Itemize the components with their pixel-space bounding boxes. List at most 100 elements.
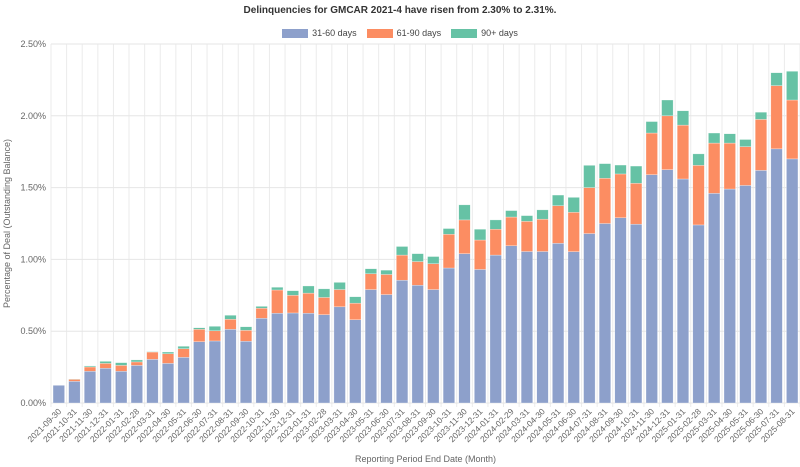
bar-segment-90-days <box>364 268 377 275</box>
legend-swatch <box>451 28 478 38</box>
bar-segment-31-60-days <box>583 233 596 404</box>
bar-segment-90-days <box>115 362 128 366</box>
bar-segment-31-60-days <box>193 341 206 404</box>
y-axis-label: Percentage of Deal (Outstanding Balance) <box>2 139 12 308</box>
bar-segment-61-90-days <box>489 228 502 256</box>
bar-segment-90-days <box>583 165 596 188</box>
bar-segment-90-days <box>505 210 518 218</box>
bar-segment-90-days <box>177 346 190 349</box>
bar-segment-31-60-days <box>505 245 518 404</box>
x-axis-label: Reporting Period End Date (Month) <box>355 454 496 464</box>
bar-segment-61-90-days <box>770 85 783 150</box>
bar-segment-61-90-days <box>723 142 736 190</box>
bar-segment-31-60-days <box>255 318 268 404</box>
bar-segment-31-60-days <box>489 254 502 404</box>
bar-segment-90-days <box>661 99 674 117</box>
bar-segment-61-90-days <box>754 119 768 171</box>
bar-segment-31-60-days <box>380 294 393 404</box>
bar-segment-31-60-days <box>552 243 565 404</box>
y-tick-label: 2.50% <box>20 39 46 49</box>
bar-segment-90-days <box>536 209 549 220</box>
bar-segment-90-days <box>708 132 721 144</box>
bar-segment-61-90-days <box>567 212 580 252</box>
bar-segment-31-60-days <box>286 312 299 404</box>
bar-segment-90-days <box>411 253 424 262</box>
bar-segment-61-90-days <box>598 178 611 224</box>
bar-segment-90-days <box>552 194 565 206</box>
bar-segment-31-60-days <box>349 319 362 404</box>
bar-segment-90-days <box>458 204 471 221</box>
bar-segment-61-90-days <box>130 361 143 366</box>
bar-segment-31-60-days <box>676 178 689 404</box>
bar-segment-90-days <box>427 256 440 264</box>
bar-segment-90-days <box>520 215 533 222</box>
chart-title: Delinquencies for GMCAR 2021-4 have rise… <box>243 5 557 16</box>
bar-segment-90-days <box>754 111 768 120</box>
bar-segment-31-60-days <box>224 329 237 404</box>
bar-segment-31-60-days <box>333 306 346 404</box>
bar-segment-61-90-days <box>630 183 643 225</box>
bar-segment-61-90-days <box>708 142 721 194</box>
bar-segment-61-90-days <box>520 221 533 252</box>
bar-segment-31-60-days <box>614 217 627 404</box>
bar-segment-90-days <box>302 285 315 294</box>
bar-segment-61-90-days <box>739 146 752 186</box>
bar-segment-61-90-days <box>661 115 674 170</box>
bar-segment-31-60-days <box>68 381 81 404</box>
bar-segment-90-days <box>193 327 206 330</box>
bar-segment-61-90-days <box>286 295 299 314</box>
bar-segment-31-60-days <box>83 371 97 404</box>
bar-segment-61-90-days <box>162 353 175 364</box>
bar-segment-61-90-days <box>786 99 799 160</box>
bar-segment-31-60-days <box>739 185 752 404</box>
bar-segment-61-90-days <box>349 302 362 320</box>
bar-segment-90-days <box>208 326 221 332</box>
bar-segment-61-90-days <box>318 297 331 315</box>
bar-segment-61-90-days <box>115 365 128 372</box>
bar-segment-31-60-days <box>474 269 487 404</box>
bar-segment-61-90-days <box>411 261 424 286</box>
bar-segment-31-60-days <box>645 174 658 404</box>
bar-segment-90-days <box>83 365 97 368</box>
legend-swatch <box>282 28 309 38</box>
bar-segment-90-days <box>224 315 237 320</box>
bar-segment-90-days <box>474 228 487 241</box>
bar-segment-31-60-days <box>536 251 549 404</box>
bar-segment-90-days <box>349 296 362 304</box>
bar-segment-31-60-days <box>146 359 159 404</box>
legend-swatch <box>366 28 393 38</box>
bar-segment-31-60-days <box>411 284 424 404</box>
bar-segment-90-days <box>489 219 502 230</box>
bar-segment-31-60-days <box>630 223 643 404</box>
bar-segment-90-days <box>786 71 799 101</box>
bar-segment-31-60-days <box>723 188 736 404</box>
bar-segment-90-days <box>162 351 175 354</box>
legend-label: 61-90 days <box>396 28 442 38</box>
legend-item-61-90[interactable]: 61-90 days <box>366 28 442 38</box>
bar-segment-31-60-days <box>661 169 674 404</box>
bar-segment-90-days <box>739 139 752 147</box>
bar-segment-61-90-days <box>474 239 487 270</box>
bar-segment-31-60-days <box>177 357 190 404</box>
bar-segment-61-90-days <box>458 219 471 254</box>
bar-segment-90-days <box>645 121 658 134</box>
bar-segment-90-days <box>99 361 112 364</box>
bar-segment-61-90-days <box>83 366 97 372</box>
bar-segment-61-90-days <box>583 187 596 234</box>
bar-segment-31-60-days <box>162 363 175 404</box>
bar-segment-61-90-days <box>193 329 206 342</box>
bar-segment-90-days <box>333 282 346 290</box>
y-tick-label: 1.50% <box>20 183 46 193</box>
bar-segment-31-60-days <box>692 224 705 404</box>
legend-item-31-60[interactable]: 31-60 days <box>282 28 357 38</box>
bar-segment-31-60-days <box>708 193 721 404</box>
y-tick-label: 1.00% <box>20 254 46 264</box>
legend-item-90-plus[interactable]: 90+ days <box>451 28 518 38</box>
bar-segment-31-60-days <box>786 158 799 404</box>
bar-segment-90-days <box>442 228 455 235</box>
bar-segment-31-60-days <box>770 148 783 404</box>
bar-segment-90-days <box>318 288 331 298</box>
legend-label: 90+ days <box>481 28 518 38</box>
bar-segment-61-90-days <box>68 379 81 382</box>
y-tick-label: 0.00% <box>20 398 46 408</box>
